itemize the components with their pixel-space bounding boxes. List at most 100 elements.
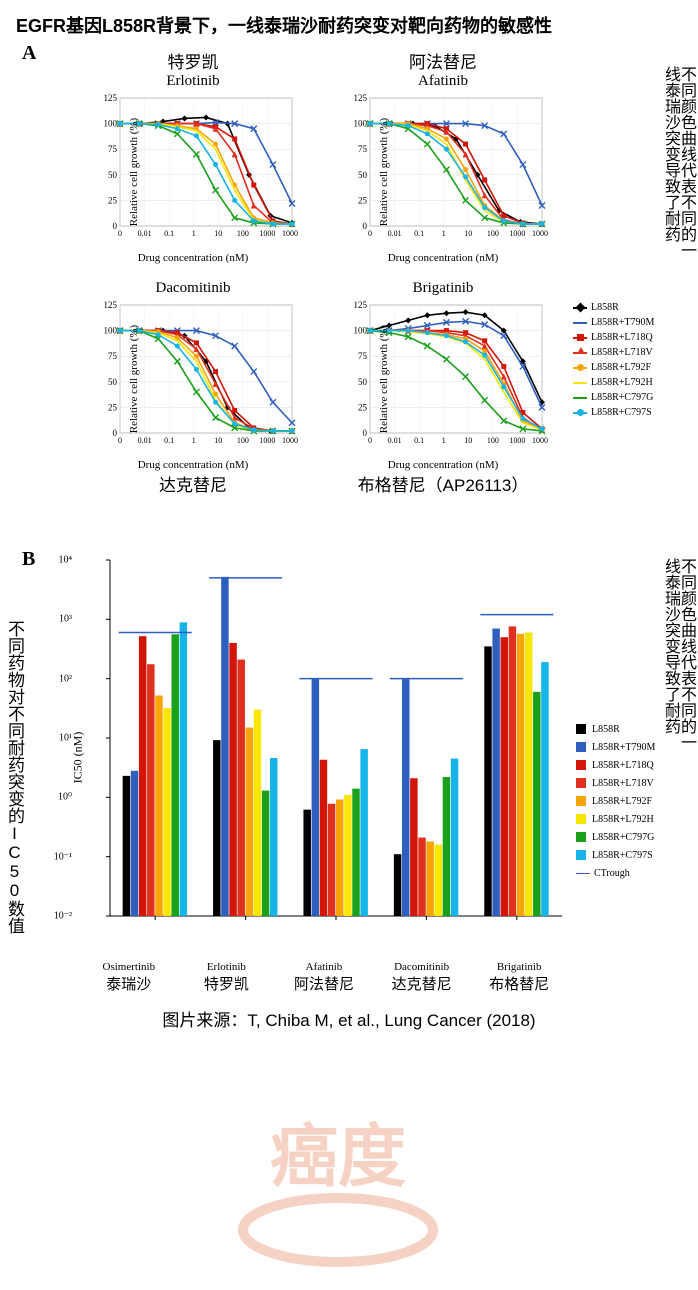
svg-text:100: 100 — [354, 326, 368, 336]
chart-bottom-cn: 达克替尼 — [68, 471, 318, 496]
legend-item: L858R+L792F — [576, 792, 655, 810]
legend-item: L858R+L718Q — [573, 330, 654, 345]
xlabel: Drug concentration (nM) — [318, 252, 568, 264]
chart-cell: 特罗凯ErlotinibRelative cell growth (%)0255… — [68, 48, 318, 280]
legend-item: L858R+L718V — [576, 774, 655, 792]
svg-text:100: 100 — [354, 119, 368, 129]
svg-text:0: 0 — [363, 221, 368, 231]
legend-item: L858R — [573, 300, 654, 315]
legend-item: L858R+T790M — [573, 315, 654, 330]
svg-text:10: 10 — [214, 229, 222, 238]
svg-text:25: 25 — [108, 195, 118, 205]
svg-text:0.1: 0.1 — [164, 229, 174, 238]
svg-text:1: 1 — [442, 436, 446, 445]
chart-bottom-cn: 布格替尼（AP26113） — [318, 471, 568, 496]
svg-text:0.01: 0.01 — [388, 436, 402, 445]
svg-text:1: 1 — [442, 229, 446, 238]
svg-text:0: 0 — [368, 436, 372, 445]
svg-text:50: 50 — [358, 377, 368, 387]
legend-a: L858RL858R+T790ML858R+L718QL858R+L718VL8… — [573, 300, 654, 420]
xlabel: Drug concentration (nM) — [318, 459, 568, 471]
svg-text:0.01: 0.01 — [138, 436, 152, 445]
svg-text:0: 0 — [113, 221, 118, 231]
legend-item: L858R+C797S — [573, 405, 654, 420]
legend-item: L858R+L792H — [573, 375, 654, 390]
svg-text:0: 0 — [113, 428, 118, 438]
svg-text:10: 10 — [464, 436, 472, 445]
panel-a: 特罗凯ErlotinibRelative cell growth (%)0255… — [8, 48, 690, 540]
svg-text:25: 25 — [358, 402, 368, 412]
svg-text:10: 10 — [214, 436, 222, 445]
svg-text:100: 100 — [487, 229, 499, 238]
svg-text:100: 100 — [237, 436, 249, 445]
chart-title-en: Dacomitinib — [68, 280, 318, 297]
xlabel: Drug concentration (nM) — [68, 459, 318, 471]
svg-text:50: 50 — [108, 170, 118, 180]
ylabel: Relative cell growth (%) — [378, 325, 390, 433]
ylabel: Relative cell growth (%) — [128, 325, 140, 433]
legend-item: L858R — [576, 720, 655, 738]
chart-title-cn: 阿法替尼 — [318, 48, 568, 73]
svg-text:125: 125 — [354, 300, 368, 310]
svg-text:0: 0 — [363, 428, 368, 438]
svg-text:0.1: 0.1 — [164, 436, 174, 445]
legend-item: L858R+C797G — [573, 390, 654, 405]
svg-text:25: 25 — [358, 195, 368, 205]
svg-text:25: 25 — [108, 402, 118, 412]
legend-item: L858R+L718V — [573, 345, 654, 360]
svg-text:1: 1 — [192, 229, 196, 238]
bar-plot: 10⁻²10⁻¹10⁰10¹10²10³10⁴ — [78, 550, 568, 950]
legend-b: L858RL858R+T790ML858R+L718QL858R+L718VL8… — [576, 720, 655, 882]
source-label: 图片来源：T, Chiba M, et al., Lung Cancer (20… — [8, 1000, 690, 1031]
svg-text:50: 50 — [358, 170, 368, 180]
svg-text:癌度: 癌度 — [270, 1119, 406, 1195]
svg-text:125: 125 — [354, 93, 368, 103]
drug-label: Osimertinib泰瑞沙 — [80, 961, 178, 994]
legend-item-ctrough: CTrough — [576, 864, 655, 882]
legend-item: L858R+L792F — [573, 360, 654, 375]
svg-text:100: 100 — [487, 436, 499, 445]
svg-text:1000: 1000 — [259, 229, 275, 238]
legend-item: L858R+C797G — [576, 828, 655, 846]
svg-text:1000: 1000 — [509, 229, 525, 238]
svg-text:10000: 10000 — [532, 229, 548, 238]
svg-text:125: 125 — [104, 300, 118, 310]
svg-text:125: 125 — [104, 93, 118, 103]
legend-item: L858R+L792H — [576, 810, 655, 828]
svg-text:1000: 1000 — [509, 436, 525, 445]
drug-label: Brigatinib布格替尼 — [470, 961, 568, 994]
chart-title-en: Brigatinib — [318, 280, 568, 297]
svg-text:0.01: 0.01 — [388, 229, 402, 238]
watermark: 癌度 — [208, 1110, 468, 1290]
chart-title-en: Erlotinib — [68, 73, 318, 90]
svg-text:0.1: 0.1 — [414, 229, 424, 238]
panel-b: 癌度 IC50 (nM) 10⁻²10⁻¹10⁰10¹10²10³10⁴ Osi… — [8, 540, 690, 1000]
svg-text:0: 0 — [118, 229, 122, 238]
svg-text:100: 100 — [104, 326, 118, 336]
svg-text:100: 100 — [237, 229, 249, 238]
svg-text:10000: 10000 — [282, 436, 298, 445]
svg-text:75: 75 — [358, 351, 368, 361]
svg-text:1: 1 — [192, 436, 196, 445]
drug-label: Afatinib阿法替尼 — [275, 961, 373, 994]
page: EGFR基因L858R背景下，一线泰瑞沙耐药突变对靶向药物的敏感性 A 不同颜色… — [0, 0, 698, 1043]
svg-text:10: 10 — [464, 229, 472, 238]
legend-item: L858R+T790M — [576, 738, 655, 756]
svg-text:75: 75 — [358, 144, 368, 154]
xlabel: Drug concentration (nM) — [68, 252, 318, 264]
ylabel: Relative cell growth (%) — [128, 118, 140, 226]
main-title: EGFR基因L858R背景下，一线泰瑞沙耐药突变对靶向药物的敏感性 — [8, 8, 690, 48]
svg-text:0.1: 0.1 — [414, 436, 424, 445]
chart-cell: DacomitinibRelative cell growth (%)02550… — [68, 280, 318, 512]
chart-cell: Brigatinib Relative cell growth (%) 0 25 50 7… — [318, 280, 568, 512]
svg-text:1000: 1000 — [259, 436, 275, 445]
chart-title-en: Afatinib — [318, 73, 568, 90]
svg-text:75: 75 — [108, 351, 118, 361]
drug-label: Dacomitinib达克替尼 — [373, 961, 471, 994]
svg-text:0: 0 — [118, 436, 122, 445]
svg-text:0: 0 — [368, 229, 372, 238]
svg-text:100: 100 — [104, 119, 118, 129]
svg-text:10000: 10000 — [532, 436, 548, 445]
drug-label: Erlotinib特罗凯 — [178, 961, 276, 994]
svg-text:0.01: 0.01 — [138, 229, 152, 238]
